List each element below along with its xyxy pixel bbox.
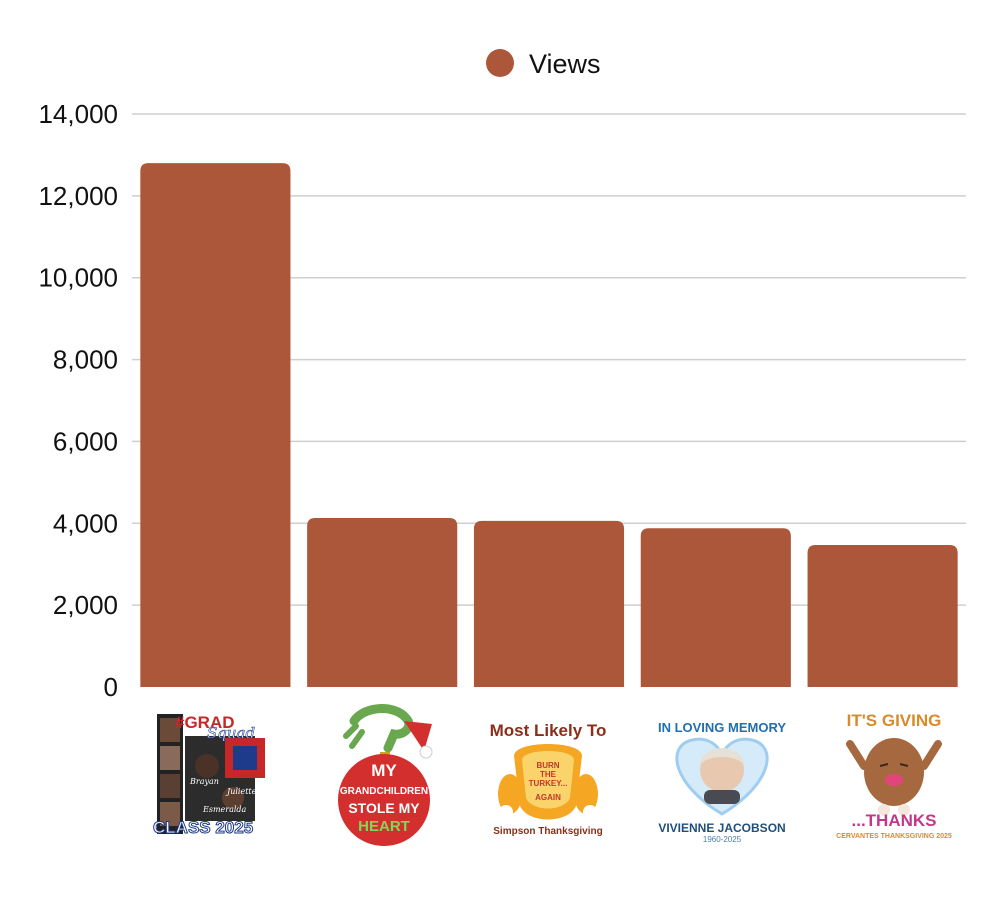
x-axis-thumbnails: #GRAD Squad Brayan Juliette Esmeralda CL…: [153, 704, 952, 846]
y-tick-label: 4,000: [53, 508, 118, 538]
giving-thanks-word: ...THANKS: [852, 811, 937, 830]
turkey-text-3: TURKEY...: [529, 779, 568, 788]
legend-label-views: Views: [529, 49, 601, 79]
y-axis: 0 2,000 4,000 6,000 8,000 10,000 12,000 14,000: [38, 99, 118, 702]
grad-squad-word: Squad: [207, 724, 255, 742]
turkey-icon: Most Likely To BURN THE TURKEY... AGAIN …: [490, 721, 607, 837]
ornament-line-4: HEART: [358, 818, 410, 835]
grinch-hand-ornament-icon: MY GRANDCHILDREN STOLE MY HEART: [338, 704, 433, 846]
y-tick-label: 14,000: [38, 99, 118, 129]
giving-thanks-turkey-icon: IT'S GIVING ...THANKS CERVANTES THANKSGI…: [836, 711, 952, 840]
giving-title: IT'S GIVING: [847, 711, 942, 730]
grad-name-2: Juliette: [225, 787, 257, 796]
ornament-line-2: GRANDCHILDREN: [340, 786, 428, 797]
bar: [140, 163, 291, 688]
ornament-line-3: STOLE MY: [348, 800, 420, 816]
bar: [640, 528, 791, 687]
bar: [807, 544, 958, 687]
memorial-portrait-heart-icon: IN LOVING MEMORY VIVIENNE JACOBSON 1960-…: [658, 720, 786, 844]
grad-squad-photo-collage-icon: #GRAD Squad Brayan Juliette Esmeralda CL…: [153, 713, 265, 838]
grad-name-1: Brayan: [189, 777, 219, 786]
grad-name-3: Esmeralda: [202, 805, 247, 814]
legend: Views: [486, 49, 601, 79]
memory-years: 1960-2025: [703, 835, 742, 844]
grad-title: #GRAD: [175, 713, 235, 732]
legend-swatch-views: [486, 49, 514, 77]
turkey-text-2: THE: [540, 770, 557, 779]
turkey-text-1: BURN: [536, 761, 559, 770]
y-tick-label: 6,000: [53, 426, 118, 456]
turkey-text-4: AGAIN: [535, 793, 561, 802]
giving-footer: CERVANTES THANKSGIVING 2025: [836, 833, 952, 840]
turkey-title: Most Likely To: [490, 721, 607, 740]
y-tick-label: 12,000: [38, 181, 118, 211]
memory-name: VIVIENNE JACOBSON: [658, 821, 785, 835]
memory-title: IN LOVING MEMORY: [658, 720, 786, 735]
grad-class-year: CLASS 2025: [153, 818, 253, 837]
y-tick-label: 0: [104, 672, 118, 702]
y-tick-label: 8,000: [53, 345, 118, 375]
turkey-footer: Simpson Thanksgiving: [493, 826, 602, 837]
bar: [473, 520, 625, 687]
y-tick-label: 10,000: [38, 263, 118, 293]
ornament-line-1: MY: [371, 761, 397, 780]
bar: [307, 517, 458, 687]
y-tick-label: 2,000: [53, 590, 118, 620]
bars: [140, 163, 958, 688]
